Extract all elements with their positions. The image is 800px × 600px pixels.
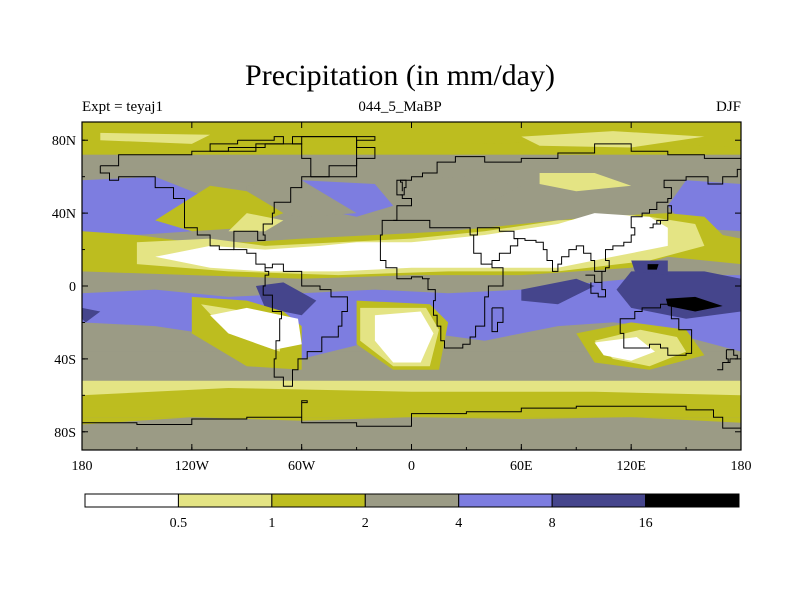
experiment-label: Expt = teyaj1 (82, 99, 163, 115)
coastline (649, 205, 672, 229)
plot-area (82, 122, 741, 450)
precip-region (521, 131, 705, 148)
x-tick-label: 120E (616, 459, 646, 474)
precip-region (82, 417, 741, 450)
precip-region (100, 132, 211, 144)
y-tick-label: 80S (54, 426, 76, 441)
colorbar-swatch (551, 493, 647, 508)
coastline (82, 400, 741, 429)
colorbar-swatch (645, 493, 740, 508)
colorbar-label: 1 (268, 516, 275, 531)
coastline (292, 136, 376, 178)
y-tick-label: 40N (52, 207, 76, 222)
coastline (491, 307, 504, 333)
colorbar-swatch (458, 493, 553, 508)
y-tick-label: 40S (54, 353, 76, 368)
coastline (209, 136, 284, 152)
x-tick-label: 0 (408, 459, 415, 474)
x-tick-label: 180 (72, 459, 93, 474)
coastline (717, 349, 738, 371)
coastline (100, 136, 376, 387)
colorbar-swatch (364, 493, 460, 508)
precip-region (255, 282, 317, 316)
colorbar-label: 16 (639, 516, 653, 531)
precip-region (647, 264, 659, 270)
coastline (393, 143, 741, 221)
page-title: Precipitation (in mm/day) (245, 59, 555, 92)
precip-region (210, 307, 302, 350)
y-tick-label: 0 (69, 280, 76, 295)
x-tick-label: 60W (288, 459, 316, 474)
colorbar-label: 0.5 (170, 516, 188, 531)
coastline (585, 274, 606, 298)
colorbar-swatch (84, 493, 179, 508)
colorbar-label: 2 (362, 516, 369, 531)
precip-region (539, 173, 632, 192)
precipitation-regions (82, 122, 741, 450)
precip-region (82, 307, 101, 323)
time-period-label: 044_5_MaBP (358, 99, 442, 115)
precip-region (82, 388, 741, 407)
x-axis: 180 120W 60W 0 60E 120E 180 (72, 122, 752, 474)
y-axis: 80N 40N 0 40S 80S (52, 134, 741, 441)
precip-region (594, 337, 655, 361)
colorbar-label: 8 (549, 516, 556, 531)
coastline (99, 165, 234, 251)
coastline (619, 303, 693, 356)
x-tick-label: 60E (510, 459, 533, 474)
x-tick-label: 180 (731, 459, 752, 474)
precip-region (82, 122, 741, 155)
coastlines (82, 136, 741, 429)
y-tick-label: 80N (52, 134, 76, 149)
colorbar-label: 4 (455, 516, 462, 531)
zonal-band (82, 154, 741, 170)
precip-region (374, 311, 434, 363)
precip-region (228, 213, 284, 232)
precip-region (393, 176, 522, 206)
coastline (400, 179, 407, 196)
coastline (514, 165, 741, 283)
precip-region (665, 296, 723, 312)
precip-region (155, 213, 668, 272)
precip-region (521, 278, 595, 305)
colorbar-swatch (271, 493, 366, 508)
colorbar: 0.5 1 2 4 8 16 (84, 493, 740, 531)
x-tick-label: 120W (175, 459, 210, 474)
colorbar-swatch (177, 493, 273, 508)
season-label: DJF (715, 99, 741, 115)
coastline (379, 219, 504, 349)
